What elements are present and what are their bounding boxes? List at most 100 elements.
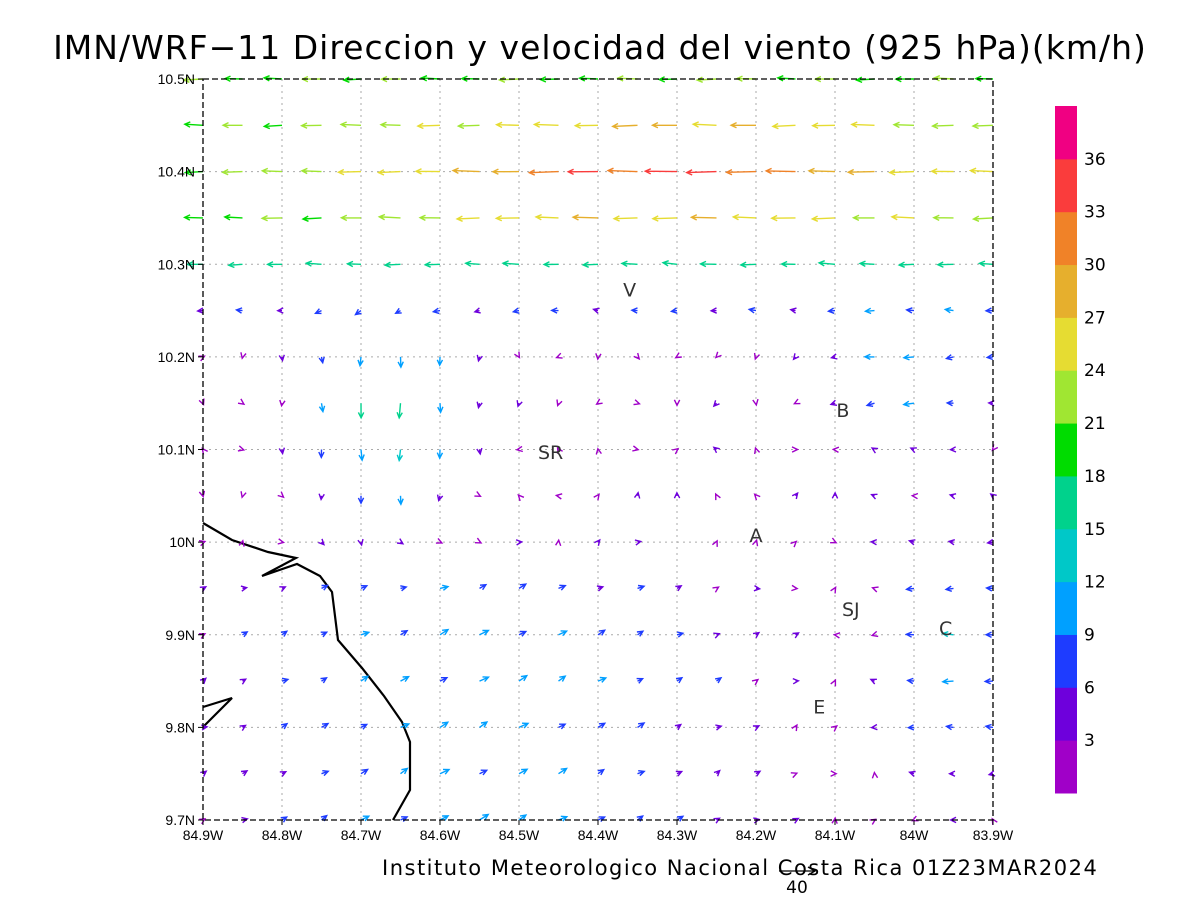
wind-vector bbox=[223, 214, 243, 221]
wind-vector bbox=[554, 493, 563, 500]
wind-vector bbox=[436, 356, 444, 367]
wind-vector bbox=[714, 492, 721, 501]
wind-vector bbox=[811, 122, 836, 129]
wind-vector bbox=[789, 307, 797, 314]
wind-vector bbox=[318, 538, 326, 546]
wind-vector bbox=[985, 585, 994, 592]
colorbar-segment bbox=[1055, 475, 1077, 530]
wind-vector bbox=[339, 214, 362, 222]
wind-vector bbox=[855, 76, 875, 84]
wind-vector bbox=[752, 725, 761, 732]
wind-vector bbox=[830, 585, 837, 594]
wind-vector bbox=[771, 122, 796, 130]
wind-vector bbox=[436, 494, 444, 503]
colorbar-label: 30 bbox=[1084, 256, 1106, 276]
colorbar-segment bbox=[1055, 264, 1077, 318]
wind-vector bbox=[342, 76, 362, 83]
wind-vector bbox=[476, 447, 483, 456]
wind-vector bbox=[550, 307, 559, 314]
wind-vector bbox=[636, 630, 645, 637]
wind-vector bbox=[566, 168, 599, 176]
wind-vector bbox=[807, 167, 836, 175]
wind-vector bbox=[479, 813, 490, 821]
wind-vector bbox=[494, 214, 520, 222]
wind-vector bbox=[729, 121, 757, 129]
wind-vector bbox=[491, 168, 520, 175]
wind-vector bbox=[944, 354, 954, 361]
wind-vector bbox=[892, 121, 915, 129]
wind-vector bbox=[713, 817, 721, 824]
wind-vector bbox=[948, 493, 957, 500]
wind-vector bbox=[573, 122, 599, 129]
wind-vector bbox=[713, 769, 721, 777]
wind-vector bbox=[595, 398, 603, 406]
wind-vector bbox=[597, 722, 607, 729]
wind-vector bbox=[676, 631, 685, 638]
wind-vector bbox=[907, 539, 916, 546]
wind-vector bbox=[754, 770, 762, 777]
wind-vector bbox=[858, 260, 875, 268]
place-label: E bbox=[813, 696, 825, 718]
wind-vector bbox=[435, 537, 444, 544]
wind-vector bbox=[400, 767, 409, 775]
wind-vector bbox=[831, 446, 840, 454]
wind-vector bbox=[661, 260, 678, 267]
wind-vector bbox=[712, 446, 720, 454]
wind-vector bbox=[360, 675, 370, 682]
wind-vector bbox=[770, 214, 796, 222]
colorbar-segment bbox=[1055, 370, 1077, 424]
wind-vector bbox=[474, 491, 482, 498]
colorbar-label: 3 bbox=[1084, 731, 1095, 751]
colorbar-label: 12 bbox=[1084, 573, 1106, 593]
wind-vector bbox=[611, 122, 638, 130]
wind-vector bbox=[637, 722, 646, 729]
wind-vector bbox=[792, 398, 801, 405]
wind-vector bbox=[904, 585, 915, 592]
wind-vector bbox=[357, 356, 364, 368]
wind-vector bbox=[709, 307, 717, 314]
place-labels: V SR B A SJ C E bbox=[538, 280, 952, 719]
colorbar-segment bbox=[1055, 528, 1077, 583]
wind-vector bbox=[479, 769, 489, 776]
wind-vector bbox=[945, 399, 954, 407]
wind-vector bbox=[596, 585, 605, 592]
colorbar-label: 21 bbox=[1084, 414, 1106, 434]
y-tick-label: 9.9N bbox=[165, 627, 195, 643]
wind-vector bbox=[221, 121, 243, 129]
x-tick-label: 84.9W bbox=[183, 827, 224, 843]
wind-vector bbox=[909, 447, 917, 454]
wind-vector bbox=[829, 399, 838, 406]
wind-vector bbox=[379, 121, 401, 129]
wind-vector bbox=[606, 167, 638, 175]
wind-vector bbox=[240, 352, 247, 360]
wind-vector bbox=[501, 260, 520, 267]
wind-vector bbox=[321, 722, 330, 729]
y-axis-ticks: 9.7N 9.8N 9.9N 10N 10.1N 10.2N 10.3N 10.4N 10.5N bbox=[158, 71, 203, 828]
wind-vector bbox=[321, 584, 329, 591]
wind-vector bbox=[792, 677, 801, 685]
wind-vector bbox=[555, 538, 562, 547]
wind-vector bbox=[360, 723, 369, 730]
wind-vector bbox=[932, 214, 954, 222]
wind-vector bbox=[439, 768, 451, 775]
wind-vector bbox=[869, 538, 878, 546]
wind-vector bbox=[685, 169, 717, 176]
wind-vector bbox=[753, 493, 761, 501]
wind-vector bbox=[497, 76, 520, 83]
wind-vector bbox=[555, 352, 563, 359]
wind-vector bbox=[731, 213, 757, 221]
wind-vector bbox=[183, 121, 204, 128]
map-title: IMN/WRF−11 Direccion y velocidad del vie… bbox=[53, 28, 1147, 67]
wind-vector bbox=[832, 632, 841, 639]
wind-vector bbox=[597, 676, 608, 683]
wind-vector bbox=[675, 770, 684, 777]
wind-vector bbox=[675, 584, 683, 592]
wind-vector bbox=[968, 167, 994, 175]
reference-vector: 40 bbox=[779, 866, 817, 898]
y-tick-label: 10.5N bbox=[158, 71, 195, 87]
wind-vector bbox=[904, 631, 915, 638]
wind-vector bbox=[792, 817, 800, 824]
wind-vector bbox=[752, 631, 761, 639]
wind-vector bbox=[277, 538, 286, 545]
